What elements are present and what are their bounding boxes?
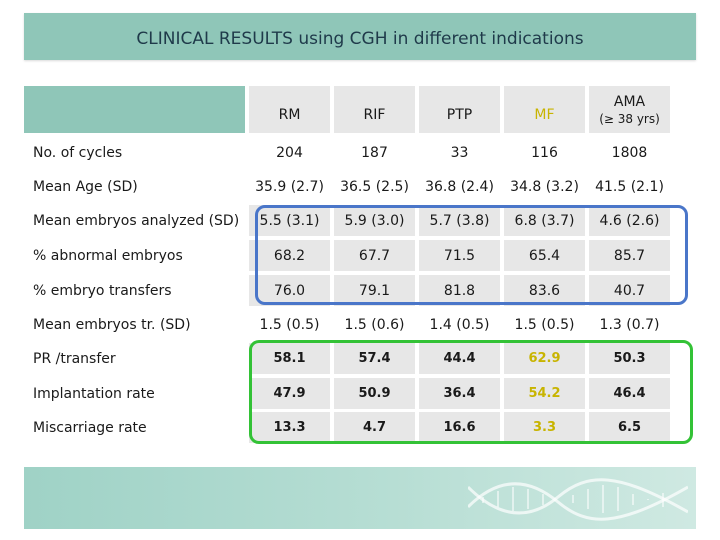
table-cell: 1.5 (0.6) [344,316,405,333]
column-header-label: AMA [613,93,646,110]
table-cell: 79.1 [334,275,415,306]
table-cell: 1.4 (0.5) [429,316,490,333]
table-cell: 36.4 [419,378,500,409]
table-cell: 4.6 (2.6) [589,205,670,236]
column-header-label: PTP [446,106,473,123]
column-header-2: PTP [419,86,500,133]
row-label: Mean Age (SD) [33,178,138,195]
table-cell: 36.8 (2.4) [425,178,494,195]
footer-bar [24,467,696,529]
table-cell: 5.7 (3.8) [419,205,500,236]
row-label: Implantation rate [33,385,155,402]
table-cell: 6.5 [589,412,670,443]
table-cell: 187 [361,144,388,161]
table-cell: 83.6 [504,275,585,306]
table-cell: 6.8 (3.7) [504,205,585,236]
title-bar: CLINICAL RESULTS using CGH in different … [24,13,696,60]
column-header-4: AMA (≥ 38 yrs) [589,86,670,133]
column-header-label: MF [534,106,555,123]
highlight-box-outcomes [249,340,693,444]
table-cell: 5.9 (3.0) [334,205,415,236]
row-label: % abnormal embryos [33,247,183,264]
column-header-label: RM [278,106,301,123]
table-cell: 50.9 [334,378,415,409]
row-label: Miscarriage rate [33,419,147,436]
table-cell: 46.4 [589,378,670,409]
table-cell: 81.8 [419,275,500,306]
table-cell: 1.5 (0.5) [259,316,320,333]
table-cell: 16.6 [419,412,500,443]
table-cell: 1.5 (0.5) [514,316,575,333]
row-label: % embryo transfers [33,282,172,299]
table-cell: 13.3 [249,412,330,443]
table-cell: 1808 [611,144,648,161]
table-cell: 41.5 (2.1) [595,178,664,195]
table-cell: 44.4 [419,343,500,374]
column-header-sublabel: (≥ 38 yrs) [599,111,660,126]
table-cell: 68.2 [249,240,330,271]
table-cell: 116 [531,144,558,161]
highlight-box-embryos [255,205,688,305]
table-cell: 40.7 [589,275,670,306]
table-cell: 71.5 [419,240,500,271]
table-cell: 62.9 [504,343,585,374]
table-cell: 85.7 [589,240,670,271]
table-cell: 58.1 [249,343,330,374]
column-header-3: MF [504,86,585,133]
table-cell: 50.3 [589,343,670,374]
table-cell: 34.8 (3.2) [510,178,579,195]
row-label: Mean embryos analyzed (SD) [33,212,240,229]
table-cell: 54.2 [504,378,585,409]
table-cell: 3.3 [504,412,585,443]
table-cell: 35.9 (2.7) [255,178,324,195]
dna-helix-icon [468,478,688,521]
column-header-1: RIF [334,86,415,133]
row-label: Mean embryos tr. (SD) [33,316,191,333]
table-cell: 36.5 (2.5) [340,178,409,195]
header-label-block [24,86,245,133]
table-cell: 67.7 [334,240,415,271]
row-label: No. of cycles [33,144,123,161]
slide-title: CLINICAL RESULTS using CGH in different … [136,29,584,49]
table-cell: 4.7 [334,412,415,443]
table-cell: 1.3 (0.7) [599,316,660,333]
table-cell: 65.4 [504,240,585,271]
table-cell: 57.4 [334,343,415,374]
column-header-label: RIF [363,106,386,123]
table-cell: 33 [450,144,469,161]
column-header-0: RM [249,86,330,133]
table-cell: 47.9 [249,378,330,409]
table-cell: 204 [276,144,303,161]
row-label: PR /transfer [33,350,116,367]
